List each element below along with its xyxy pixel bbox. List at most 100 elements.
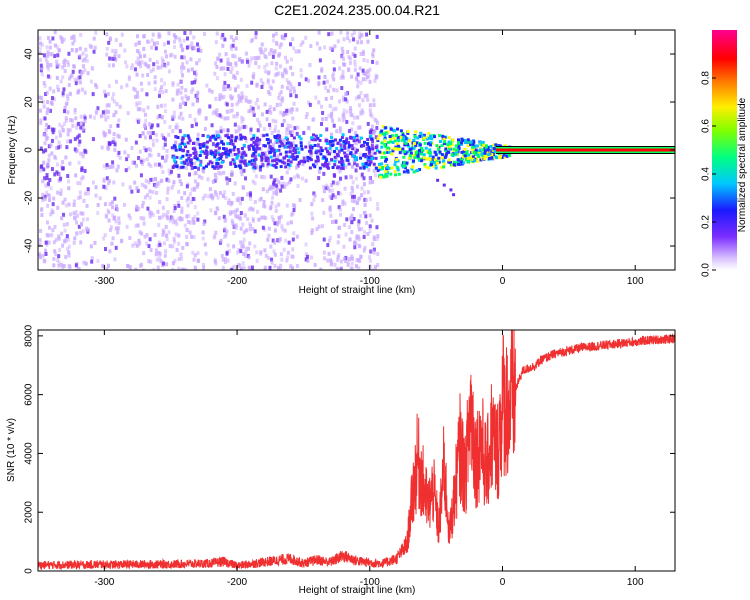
spectrogram-cell xyxy=(282,36,286,41)
spectrogram-cell xyxy=(82,64,86,69)
spectrogram-cell xyxy=(72,240,76,245)
spectrogram-cell xyxy=(354,176,358,181)
spectrogram-cell xyxy=(364,155,368,159)
spectrogram-cell xyxy=(113,196,117,201)
spectrogram-cell xyxy=(101,236,105,241)
spectrogram-cell xyxy=(485,155,489,159)
spectrogram-cell xyxy=(275,102,279,107)
spectrogram-cell xyxy=(304,257,308,262)
spectrogram-cell xyxy=(308,102,312,107)
spectrogram-cell xyxy=(240,196,244,201)
spectrogram-cell xyxy=(44,251,48,256)
spectrogram-cell xyxy=(349,106,353,111)
spectrogram-cell xyxy=(429,151,433,155)
spectrogram-cell xyxy=(55,75,59,80)
spectrogram-cell xyxy=(447,147,451,151)
spectrogram-cell xyxy=(240,115,244,120)
spectrogram-cell xyxy=(41,198,45,203)
spectrogram-cell xyxy=(279,102,283,107)
spectrogram-cell xyxy=(279,188,283,193)
spectrogram-cell xyxy=(346,262,350,267)
spectrogram-cell xyxy=(263,248,267,253)
spectrogram-cell xyxy=(44,248,48,253)
spectrogram-cell xyxy=(131,243,135,248)
spectrogram-cell xyxy=(78,80,82,85)
spectrogram-cell xyxy=(53,172,57,177)
spectrogram-cell xyxy=(272,107,276,112)
spectrogram-cell xyxy=(73,216,77,221)
spectrogram-cell xyxy=(214,96,218,101)
spectrogram-cell xyxy=(402,160,406,164)
spectrogram-cell xyxy=(242,124,246,129)
spectrogram-cell xyxy=(107,141,111,146)
spectrogram-cell xyxy=(385,174,389,178)
spectrogram-cell xyxy=(230,170,234,175)
spectrogram-cell xyxy=(81,87,85,92)
spectrogram-cell xyxy=(289,84,293,89)
spectrogram-cell xyxy=(81,122,85,127)
spectrogram-cell xyxy=(186,68,190,73)
spectrogram-cell xyxy=(233,122,237,127)
spectrogram-cell xyxy=(245,57,249,62)
spectrogram-cell xyxy=(318,46,322,51)
spectrogram-cell xyxy=(205,83,209,88)
spectrogram-cell xyxy=(275,139,279,143)
spectrogram-cell xyxy=(455,161,459,165)
spectrogram-cell xyxy=(201,236,205,241)
spectrogram-cell xyxy=(159,78,163,83)
spectrogram-cell xyxy=(335,181,339,186)
spectrogram-cell xyxy=(220,35,224,40)
spectrogram-cell xyxy=(149,153,153,158)
spectrogram-cell xyxy=(334,157,338,162)
spectrogram-cell xyxy=(194,72,198,77)
spectrogram-cell xyxy=(168,125,172,130)
spectrogram-cell xyxy=(332,157,336,162)
spectrogram-cell xyxy=(167,178,171,183)
spectrogram-cell xyxy=(137,118,141,123)
spectrogram-cell xyxy=(249,193,253,198)
spectrogram-cell xyxy=(291,237,295,242)
spectrogram-cell xyxy=(94,193,98,198)
spectrogram-cell xyxy=(210,123,214,128)
spectrogram-cell xyxy=(353,245,357,250)
spectrogram-cell xyxy=(491,153,495,157)
spectrogram-cell xyxy=(232,244,236,249)
spectrogram-cell xyxy=(354,168,358,173)
spectrogram-cell xyxy=(156,115,160,120)
spectrogram-cell xyxy=(170,114,174,119)
spectrogram-cell xyxy=(380,162,384,166)
spectrogram-cell xyxy=(280,84,284,89)
spectrogram-cell xyxy=(251,145,255,149)
spectrogram-cell xyxy=(331,193,335,198)
spectrogram-cell xyxy=(115,168,119,173)
spectrogram-cell xyxy=(259,250,263,255)
spectrogram-cell xyxy=(402,155,406,159)
spectrogram-cell xyxy=(190,234,194,239)
spectrogram-cell xyxy=(210,161,214,165)
spectrogram-cell xyxy=(397,172,401,176)
snr-frame xyxy=(37,329,676,572)
spectrogram-cell xyxy=(336,268,340,270)
spectrogram-cell xyxy=(108,36,112,41)
spectrogram-cell xyxy=(141,130,145,135)
spectrogram-cell xyxy=(230,218,234,223)
spectrogram-cell xyxy=(355,258,359,263)
spectrogram-cell xyxy=(117,118,121,123)
spectrogram-cell xyxy=(386,165,390,169)
spectrogram-cell xyxy=(151,138,155,143)
spectrogram-cell xyxy=(182,160,186,164)
spectrogram-cell xyxy=(244,153,248,157)
spectrogram-cell xyxy=(56,258,60,263)
spectrogram-cell xyxy=(507,154,511,158)
spectrogram-cell xyxy=(370,124,374,129)
spectrogram-cell xyxy=(239,136,243,140)
spectrogram-cell xyxy=(366,190,370,195)
spectrogram-cell xyxy=(293,204,297,209)
spectrogram-cell xyxy=(196,211,200,216)
spectrogram-cell xyxy=(166,186,170,191)
spectrogram-cell xyxy=(203,151,207,155)
spectrogram-cell xyxy=(270,147,274,151)
spectrogram-cell xyxy=(316,156,320,160)
spectrogram-cell xyxy=(180,209,184,214)
spectrogram-cell xyxy=(220,253,224,258)
